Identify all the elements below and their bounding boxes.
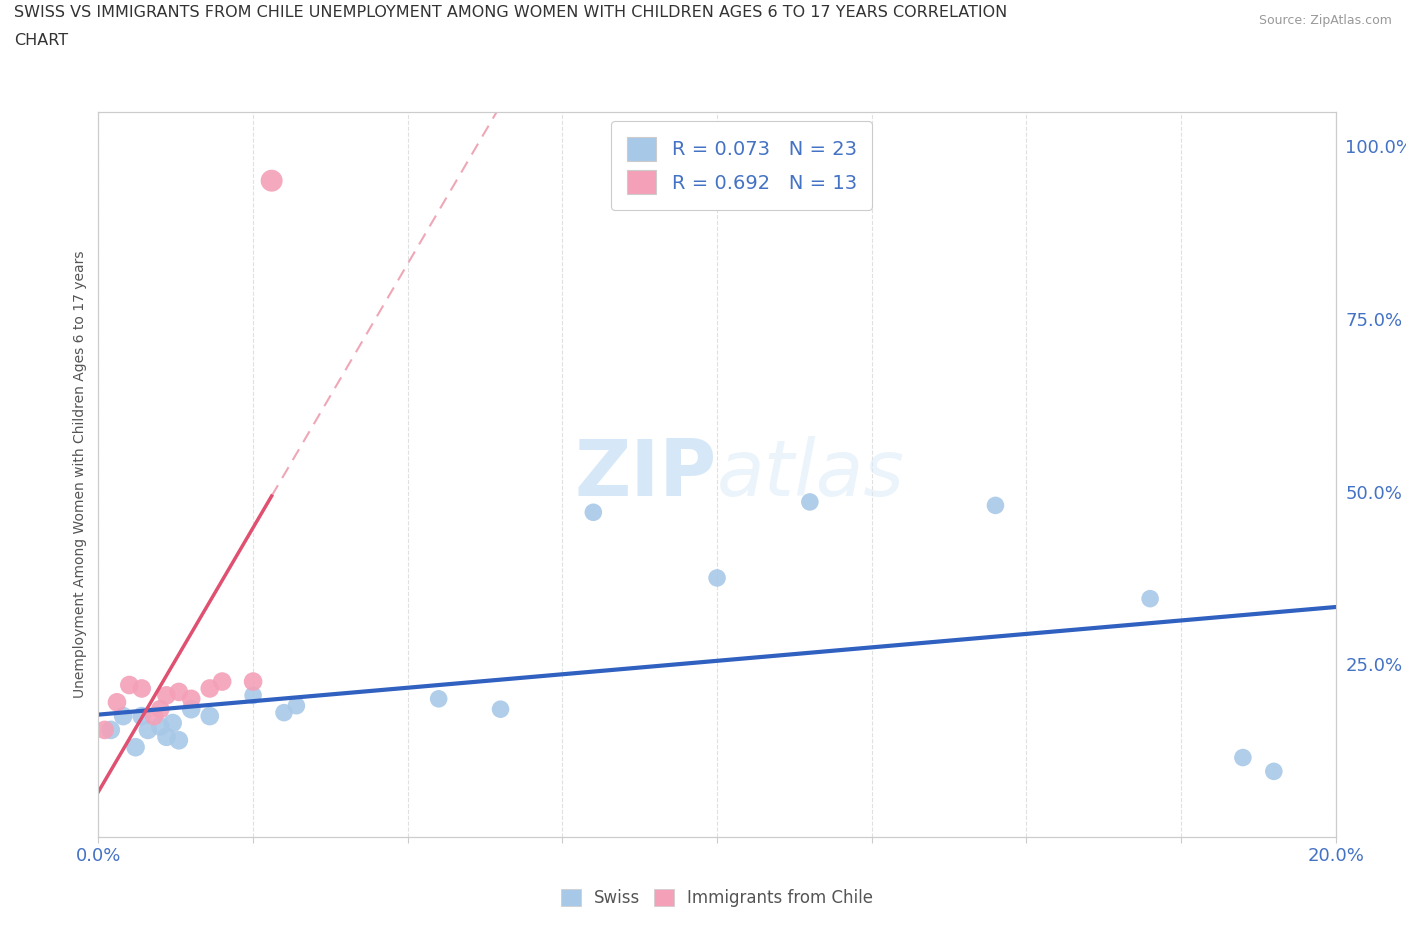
Point xyxy=(155,729,177,744)
Point xyxy=(582,505,605,520)
Point xyxy=(93,723,115,737)
Point xyxy=(162,715,184,730)
Point xyxy=(242,688,264,703)
Point xyxy=(242,674,264,689)
Y-axis label: Unemployment Among Women with Children Ages 6 to 17 years: Unemployment Among Women with Children A… xyxy=(73,250,87,698)
Text: atlas: atlas xyxy=(717,436,905,512)
Point xyxy=(285,698,308,713)
Point xyxy=(149,702,172,717)
Point xyxy=(180,702,202,717)
Point xyxy=(131,709,153,724)
Point xyxy=(706,570,728,585)
Text: CHART: CHART xyxy=(14,33,67,47)
Point xyxy=(1139,591,1161,606)
Point xyxy=(180,691,202,706)
Point xyxy=(1263,764,1285,778)
Point xyxy=(167,733,190,748)
Point xyxy=(427,691,450,706)
Point xyxy=(984,498,1007,512)
Point xyxy=(105,695,128,710)
Point xyxy=(124,739,146,754)
Point xyxy=(489,702,512,717)
Point xyxy=(799,495,821,510)
Legend: Swiss, Immigrants from Chile: Swiss, Immigrants from Chile xyxy=(553,881,882,916)
Point xyxy=(155,688,177,703)
Point xyxy=(136,723,159,737)
Point xyxy=(131,681,153,696)
Point xyxy=(149,719,172,734)
Point xyxy=(211,674,233,689)
Point xyxy=(273,705,295,720)
Point xyxy=(100,723,122,737)
Text: Source: ZipAtlas.com: Source: ZipAtlas.com xyxy=(1258,14,1392,27)
Point xyxy=(198,709,221,724)
Point xyxy=(167,684,190,699)
Point xyxy=(143,709,166,724)
Point xyxy=(118,678,141,693)
Point xyxy=(198,681,221,696)
Text: ZIP: ZIP xyxy=(575,436,717,512)
Point xyxy=(112,709,135,724)
Point xyxy=(260,173,283,188)
Point xyxy=(1232,751,1254,765)
Text: SWISS VS IMMIGRANTS FROM CHILE UNEMPLOYMENT AMONG WOMEN WITH CHILDREN AGES 6 TO : SWISS VS IMMIGRANTS FROM CHILE UNEMPLOYM… xyxy=(14,5,1007,20)
